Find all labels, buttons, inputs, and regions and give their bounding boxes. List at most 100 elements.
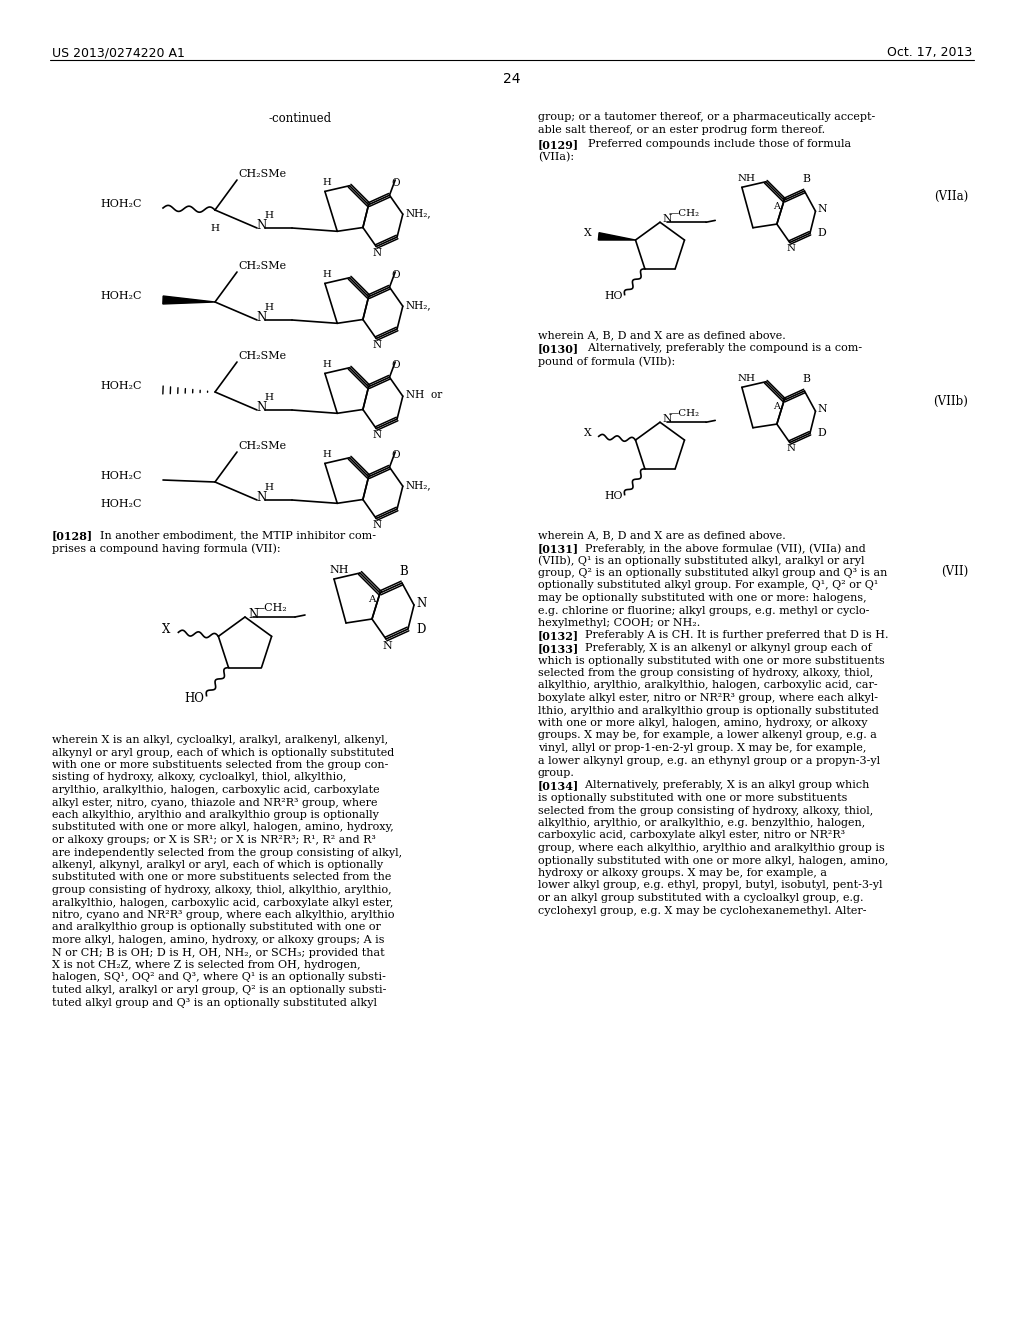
Text: N: N [416, 597, 426, 610]
Text: H: H [264, 304, 273, 312]
Text: group; or a tautomer thereof, or a pharmaceutically accept-: group; or a tautomer thereof, or a pharm… [538, 112, 876, 121]
Text: 24: 24 [503, 73, 521, 86]
Text: N: N [373, 430, 382, 441]
Text: (VIIa):: (VIIa): [538, 152, 574, 162]
Text: group consisting of hydroxy, alkoxy, thiol, alkylthio, arylthio,: group consisting of hydroxy, alkoxy, thi… [52, 884, 391, 895]
Text: wherein A, B, D and X are as defined above.: wherein A, B, D and X are as defined abo… [538, 330, 785, 341]
Text: [0134]: [0134] [538, 780, 580, 792]
Text: a lower alkynyl group, e.g. an ethynyl group or a propyn-3-yl: a lower alkynyl group, e.g. an ethynyl g… [538, 755, 880, 766]
Text: N: N [817, 404, 826, 414]
Text: cyclohexyl group, e.g. X may be cyclohexanemethyl. Alter-: cyclohexyl group, e.g. X may be cyclohex… [538, 906, 866, 916]
Text: boxylate alkyl ester, nitro or NR²R³ group, where each alkyl-: boxylate alkyl ester, nitro or NR²R³ gro… [538, 693, 878, 704]
Text: is optionally substituted with one or more substituents: is optionally substituted with one or mo… [538, 793, 848, 803]
Text: O: O [391, 360, 399, 370]
Text: CH₂SMe: CH₂SMe [238, 441, 286, 451]
Text: group, Q² is an optionally substituted alkyl group and Q³ is an: group, Q² is an optionally substituted a… [538, 568, 888, 578]
Text: vinyl, allyl or prop-1-en-2-yl group. X may be, for example,: vinyl, allyl or prop-1-en-2-yl group. X … [538, 743, 866, 752]
Text: HOH₂C: HOH₂C [100, 381, 141, 391]
Text: more alkyl, halogen, amino, hydroxy, or alkoxy groups; A is: more alkyl, halogen, amino, hydroxy, or … [52, 935, 384, 945]
Text: N: N [256, 219, 266, 232]
Text: N: N [373, 248, 382, 259]
Text: H: H [323, 271, 331, 279]
Text: B: B [803, 174, 810, 185]
Text: may be optionally substituted with one or more: halogens,: may be optionally substituted with one o… [538, 593, 866, 603]
Text: In another embodiment, the MTIP inhibitor com-: In another embodiment, the MTIP inhibito… [93, 531, 376, 540]
Text: halogen, SQ¹, OQ² and Q³, where Q¹ is an optionally substi-: halogen, SQ¹, OQ² and Q³, where Q¹ is an… [52, 973, 386, 982]
Text: [0133]: [0133] [538, 643, 580, 653]
Text: tuted alkyl group and Q³ is an optionally substituted alkyl: tuted alkyl group and Q³ is an optionall… [52, 998, 377, 1007]
Text: N: N [256, 312, 266, 323]
Text: with one or more substituents selected from the group con-: with one or more substituents selected f… [52, 760, 388, 770]
Text: nitro, cyano and NR²R³ group, where each alkylthio, arylthio: nitro, cyano and NR²R³ group, where each… [52, 909, 394, 920]
Text: A: A [368, 595, 376, 605]
Text: X: X [584, 228, 592, 238]
Text: or alkoxy groups; or X is SR¹; or X is NR²R³; R¹, R² and R³: or alkoxy groups; or X is SR¹; or X is N… [52, 836, 376, 845]
Text: NH  or: NH or [406, 391, 442, 400]
Text: hexylmethyl; COOH; or NH₂.: hexylmethyl; COOH; or NH₂. [538, 618, 700, 628]
Text: arylthio, aralkylthio, halogen, carboxylic acid, carboxylate: arylthio, aralkylthio, halogen, carboxyl… [52, 785, 380, 795]
Text: NH: NH [737, 174, 756, 183]
Text: N: N [373, 520, 382, 531]
Text: O: O [391, 450, 399, 459]
Text: wherein A, B, D and X are as defined above.: wherein A, B, D and X are as defined abo… [538, 531, 785, 540]
Text: N: N [256, 491, 266, 504]
Text: Preferably, in the above formulae (VII), (VIIa) and: Preferably, in the above formulae (VII),… [578, 543, 865, 553]
Text: optionally substituted alkyl group. For example, Q¹, Q² or Q¹: optionally substituted alkyl group. For … [538, 581, 879, 590]
Text: hydroxy or alkoxy groups. X may be, for example, a: hydroxy or alkoxy groups. X may be, for … [538, 869, 827, 878]
Text: D: D [817, 428, 826, 438]
Text: group, where each alkylthio, arylthio and aralkylthio group is: group, where each alkylthio, arylthio an… [538, 843, 885, 853]
Text: with one or more alkyl, halogen, amino, hydroxy, or alkoxy: with one or more alkyl, halogen, amino, … [538, 718, 867, 729]
Text: CH₂SMe: CH₂SMe [238, 351, 286, 360]
Text: selected from the group consisting of hydroxy, alkoxy, thiol,: selected from the group consisting of hy… [538, 668, 873, 678]
Text: N: N [663, 214, 673, 224]
Text: alkylthio, arylthio, or aralkylthio, e.g. benzylthio, halogen,: alkylthio, arylthio, or aralkylthio, e.g… [538, 818, 865, 828]
Text: HO: HO [604, 491, 623, 500]
Text: US 2013/0274220 A1: US 2013/0274220 A1 [52, 46, 185, 59]
Text: H: H [323, 360, 331, 370]
Text: which is optionally substituted with one or more substituents: which is optionally substituted with one… [538, 656, 885, 665]
Text: aralkylthio, halogen, carboxylic acid, carboxylate alkyl ester,: aralkylthio, halogen, carboxylic acid, c… [52, 898, 393, 908]
Text: B: B [803, 375, 810, 384]
Text: HO: HO [184, 692, 205, 705]
Text: [0128]: [0128] [52, 531, 93, 541]
Text: Preferably A is CH. It is further preferred that D is H.: Preferably A is CH. It is further prefer… [578, 631, 889, 640]
Text: alkynyl or aryl group, each of which is optionally substituted: alkynyl or aryl group, each of which is … [52, 747, 394, 758]
Text: N: N [663, 414, 673, 424]
Text: H: H [323, 450, 331, 459]
Text: —CH₂: —CH₂ [254, 603, 288, 612]
Text: H: H [264, 393, 273, 403]
Text: —CH₂: —CH₂ [669, 409, 699, 418]
Text: X: X [163, 623, 171, 636]
Text: NH₂,: NH₂, [406, 480, 431, 491]
Text: CH₂SMe: CH₂SMe [238, 261, 286, 271]
Text: H: H [323, 178, 331, 187]
Text: prises a compound having formula (VII):: prises a compound having formula (VII): [52, 543, 281, 553]
Text: HOH₂C: HOH₂C [100, 471, 141, 480]
Text: O: O [391, 178, 399, 187]
Text: X: X [584, 428, 592, 438]
Text: A: A [773, 202, 780, 211]
Text: —CH₂: —CH₂ [669, 210, 699, 218]
Text: (VIIb): (VIIb) [933, 395, 968, 408]
Text: O: O [391, 271, 399, 280]
Polygon shape [163, 296, 215, 304]
Text: Alternatively, preferably, X is an alkyl group which: Alternatively, preferably, X is an alkyl… [578, 780, 869, 791]
Text: [0129]: [0129] [538, 139, 580, 150]
Text: alkenyl, alkynyl, aralkyl or aryl, each of which is optionally: alkenyl, alkynyl, aralkyl or aryl, each … [52, 861, 383, 870]
Text: HO: HO [604, 290, 623, 301]
Text: Preferred compounds include those of formula: Preferred compounds include those of for… [581, 139, 851, 149]
Text: (VIIb), Q¹ is an optionally substituted alkyl, aralkyl or aryl: (VIIb), Q¹ is an optionally substituted … [538, 556, 864, 566]
Polygon shape [598, 232, 636, 240]
Text: lower alkyl group, e.g. ethyl, propyl, butyl, isobutyl, pent-3-yl: lower alkyl group, e.g. ethyl, propyl, b… [538, 880, 883, 891]
Text: [0131]: [0131] [538, 543, 580, 554]
Text: (VII): (VII) [941, 565, 968, 578]
Text: NH: NH [329, 565, 348, 576]
Text: groups. X may be, for example, a lower alkenyl group, e.g. a: groups. X may be, for example, a lower a… [538, 730, 877, 741]
Text: Preferably, X is an alkenyl or alkynyl group each of: Preferably, X is an alkenyl or alkynyl g… [578, 643, 871, 653]
Text: -continued: -continued [268, 112, 332, 125]
Text: N: N [786, 244, 795, 253]
Text: B: B [399, 565, 409, 578]
Text: Oct. 17, 2013: Oct. 17, 2013 [887, 46, 972, 59]
Text: pound of formula (VIIb):: pound of formula (VIIb): [538, 356, 675, 367]
Text: D: D [817, 228, 826, 238]
